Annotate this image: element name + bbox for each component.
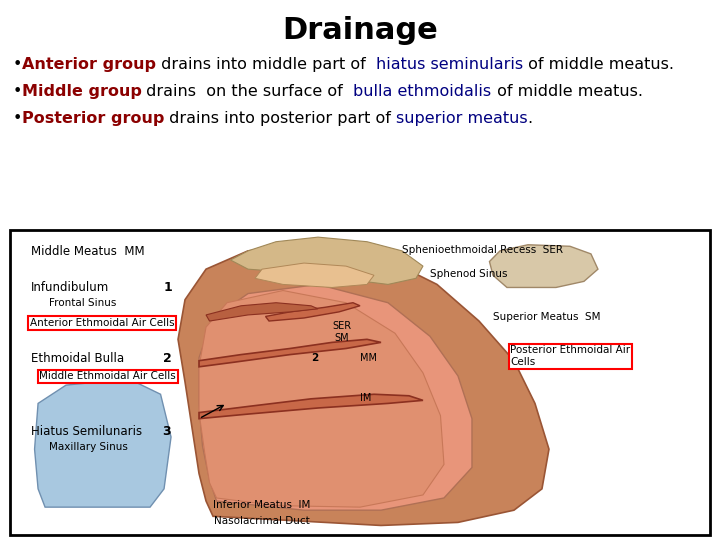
Text: 1: 1 xyxy=(164,281,173,294)
Text: SM: SM xyxy=(334,333,348,343)
Text: SER: SER xyxy=(332,321,351,331)
Text: Hiatus Semilunaris: Hiatus Semilunaris xyxy=(31,425,143,438)
Text: IM: IM xyxy=(360,393,372,403)
Text: Middle Meatus  MM: Middle Meatus MM xyxy=(31,245,145,258)
Text: Sphenod Sinus: Sphenod Sinus xyxy=(430,269,508,279)
Text: hiatus seminularis: hiatus seminularis xyxy=(376,57,523,72)
Polygon shape xyxy=(35,379,171,507)
Polygon shape xyxy=(255,263,374,287)
Text: superior meatus: superior meatus xyxy=(396,111,528,126)
Text: MM: MM xyxy=(360,353,377,363)
Text: of middle meatus.: of middle meatus. xyxy=(523,57,674,72)
Text: Maxillary Sinus: Maxillary Sinus xyxy=(48,442,127,451)
Text: •: • xyxy=(13,57,22,72)
Polygon shape xyxy=(199,339,381,367)
Text: •: • xyxy=(13,111,22,126)
Text: Middle Ethmoidal Air Cells: Middle Ethmoidal Air Cells xyxy=(40,372,176,381)
Text: of middle meatus.: of middle meatus. xyxy=(492,84,643,99)
Text: drains into middle part of: drains into middle part of xyxy=(156,57,376,72)
Text: Nasolacrimal Duct: Nasolacrimal Duct xyxy=(214,516,310,526)
Text: Anterior Ethmoidal Air Cells: Anterior Ethmoidal Air Cells xyxy=(30,318,174,328)
Text: Drainage: Drainage xyxy=(282,16,438,45)
Text: Sphenioethmoidal Recess  SER: Sphenioethmoidal Recess SER xyxy=(402,245,563,255)
Polygon shape xyxy=(266,303,360,321)
Text: Middle group: Middle group xyxy=(22,84,141,99)
Polygon shape xyxy=(199,285,472,510)
Polygon shape xyxy=(206,303,318,321)
Text: Frontal Sinus: Frontal Sinus xyxy=(48,298,116,308)
Polygon shape xyxy=(490,245,598,287)
Text: bulla ethmoidalis: bulla ethmoidalis xyxy=(354,84,492,99)
Text: •: • xyxy=(13,84,22,99)
Polygon shape xyxy=(178,245,549,525)
Text: 2: 2 xyxy=(163,352,171,365)
Text: Infundibulum: Infundibulum xyxy=(31,281,109,294)
Text: drains into posterior part of: drains into posterior part of xyxy=(164,111,396,126)
Text: .: . xyxy=(528,111,533,126)
Text: Posterior Ethmoidal Air
Cells: Posterior Ethmoidal Air Cells xyxy=(510,346,631,367)
Text: Superior Meatus  SM: Superior Meatus SM xyxy=(493,312,600,322)
Text: Posterior group: Posterior group xyxy=(22,111,164,126)
Polygon shape xyxy=(199,394,423,418)
Polygon shape xyxy=(199,291,444,507)
Text: 3: 3 xyxy=(163,425,171,438)
Text: Anterior group: Anterior group xyxy=(22,57,156,72)
Text: drains  on the surface of: drains on the surface of xyxy=(141,84,354,99)
Text: Ethmoidal Bulla: Ethmoidal Bulla xyxy=(31,352,125,365)
Text: 2: 2 xyxy=(311,353,318,363)
Polygon shape xyxy=(230,237,423,285)
Text: Inferior Meatus  IM: Inferior Meatus IM xyxy=(213,500,311,510)
